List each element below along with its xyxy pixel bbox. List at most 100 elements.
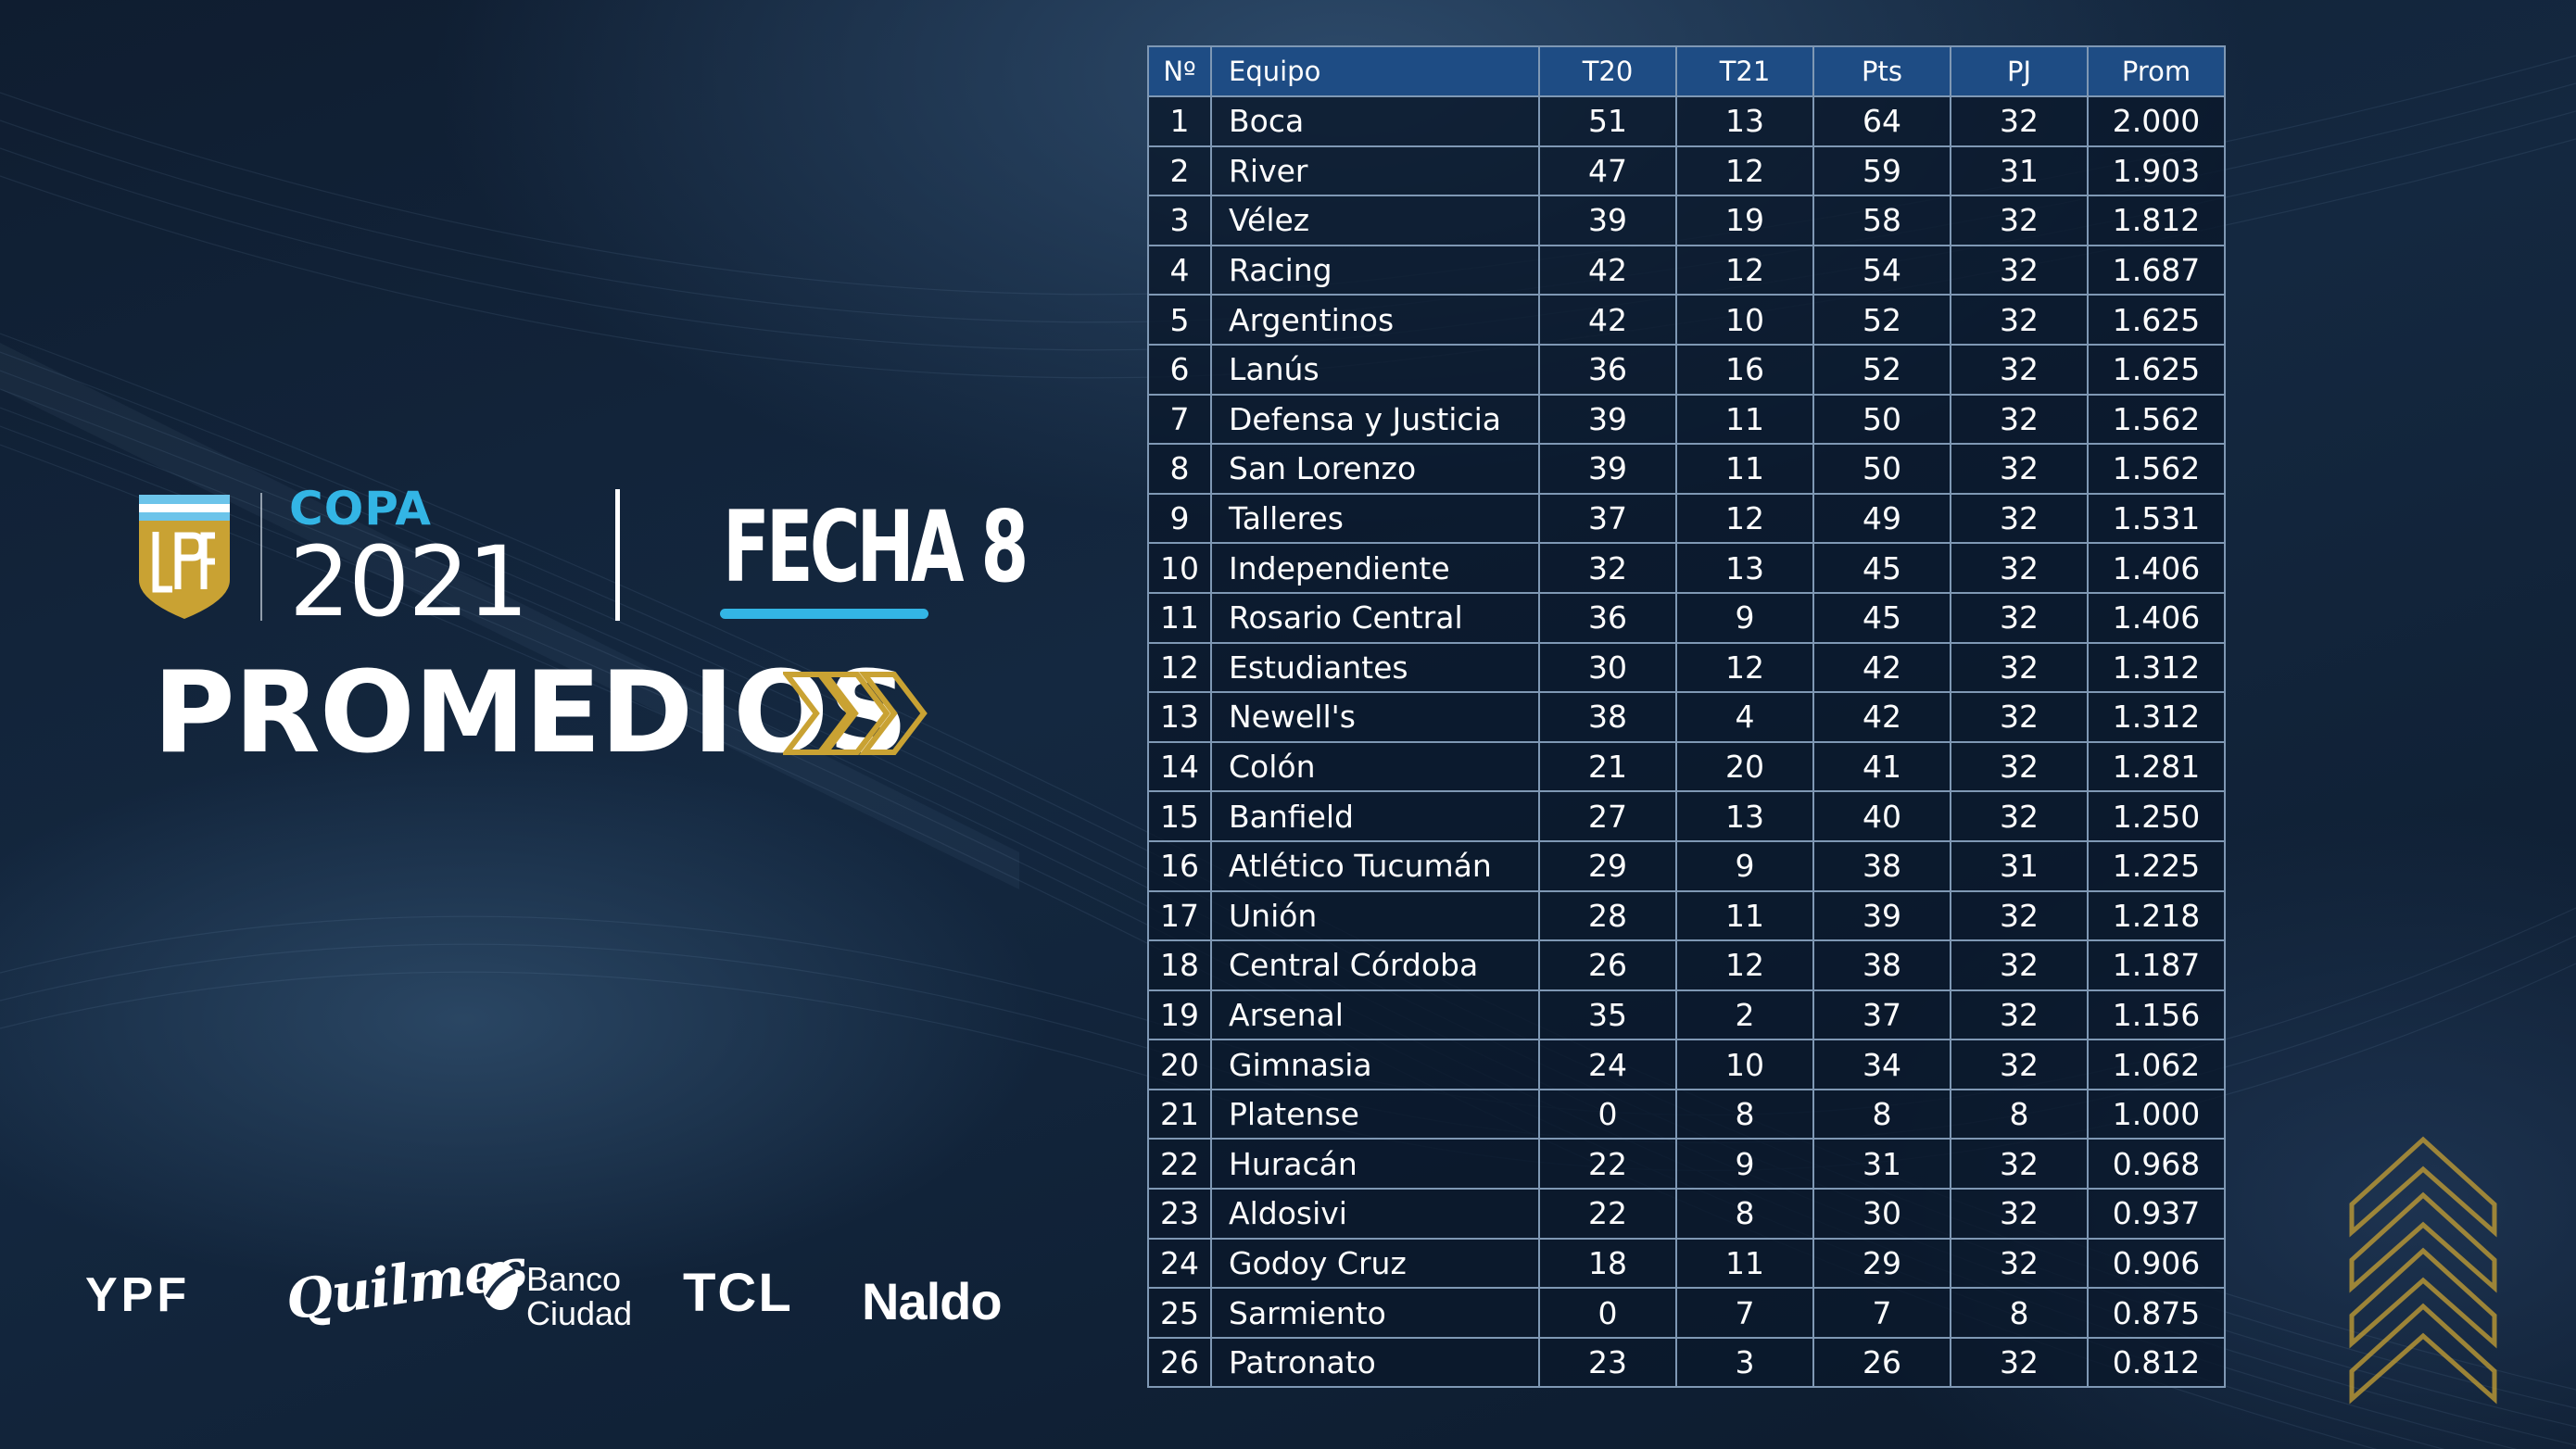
cell-pj: 32 <box>1950 1336 2089 1389</box>
cell-prom: 0.812 <box>2087 1336 2226 1389</box>
cell-pj: 32 <box>1950 195 2089 246</box>
cell-pts: 29 <box>1812 1237 1951 1290</box>
table-row: 26 Patronato 23 3 26 32 0.812 <box>1147 1336 2226 1389</box>
cell-t21: 4 <box>1675 691 1814 743</box>
table-row: 3 Vélez 39 19 58 32 1.812 <box>1147 195 2226 246</box>
cell-pos: 26 <box>1147 1336 1212 1389</box>
cell-prom: 0.906 <box>2087 1237 2226 1290</box>
cell-t20: 42 <box>1538 244 1677 296</box>
fecha-underline <box>720 609 928 619</box>
header-pts: Pts <box>1812 45 1951 97</box>
cell-pos: 9 <box>1147 492 1212 545</box>
cell-team: Arsenal <box>1210 989 1540 1041</box>
cell-pts: 40 <box>1812 790 1951 842</box>
cell-pj: 32 <box>1950 294 2089 346</box>
cell-prom: 2.000 <box>2087 95 2226 147</box>
cell-team: San Lorenzo <box>1210 443 1540 495</box>
cell-prom: 1.312 <box>2087 691 2226 743</box>
cell-pos: 16 <box>1147 839 1212 892</box>
year-label: 2021 <box>289 525 529 638</box>
cell-t20: 0 <box>1538 1088 1677 1140</box>
cell-t20: 47 <box>1538 145 1677 197</box>
cell-t21: 7 <box>1675 1287 1814 1339</box>
cell-pts: 41 <box>1812 740 1951 793</box>
cell-t20: 26 <box>1538 939 1677 991</box>
cell-prom: 1.687 <box>2087 244 2226 296</box>
cell-pos: 18 <box>1147 939 1212 991</box>
tcl-logo: TCL <box>683 1263 793 1323</box>
cell-team: River <box>1210 145 1540 197</box>
cell-prom: 1.562 <box>2087 393 2226 446</box>
stacked-chevron-up-icon <box>2349 1136 2497 1405</box>
cell-pj: 31 <box>1950 145 2089 197</box>
cell-t21: 11 <box>1675 393 1814 446</box>
cell-pts: 52 <box>1812 343 1951 396</box>
table-row: 22 Huracán 22 9 31 32 0.968 <box>1147 1138 2226 1191</box>
cell-prom: 1.562 <box>2087 443 2226 495</box>
cell-pj: 32 <box>1950 343 2089 396</box>
cell-pts: 45 <box>1812 542 1951 594</box>
table-header-row: Nº Equipo T20 T21 Pts PJ Prom <box>1147 45 2226 97</box>
table-row: 14 Colón 21 20 41 32 1.281 <box>1147 740 2226 793</box>
cell-team: Colón <box>1210 740 1540 793</box>
cell-t21: 13 <box>1675 542 1814 594</box>
cell-pos: 2 <box>1147 145 1212 197</box>
cell-team: Unión <box>1210 889 1540 942</box>
cell-t21: 8 <box>1675 1088 1814 1140</box>
cell-pts: 37 <box>1812 989 1951 1041</box>
table-row: 25 Sarmiento 0 7 7 8 0.875 <box>1147 1287 2226 1339</box>
triple-chevron-right-icon <box>783 672 928 755</box>
cell-prom: 1.625 <box>2087 343 2226 396</box>
header-t20: T20 <box>1538 45 1677 97</box>
cell-pos: 22 <box>1147 1138 1212 1191</box>
cell-team: Atlético Tucumán <box>1210 839 1540 892</box>
cell-t20: 29 <box>1538 839 1677 892</box>
cell-t20: 51 <box>1538 95 1677 147</box>
cell-prom: 1.281 <box>2087 740 2226 793</box>
cell-pos: 4 <box>1147 244 1212 296</box>
logo-separator <box>260 493 262 621</box>
cell-pj: 32 <box>1950 393 2089 446</box>
cell-pos: 25 <box>1147 1287 1212 1339</box>
cell-prom: 1.531 <box>2087 492 2226 545</box>
cell-prom: 0.875 <box>2087 1287 2226 1339</box>
cell-pos: 3 <box>1147 195 1212 246</box>
cell-pj: 8 <box>1950 1088 2089 1140</box>
cell-team: Sarmiento <box>1210 1287 1540 1339</box>
cell-pts: 45 <box>1812 591 1951 644</box>
cell-team: Independiente <box>1210 542 1540 594</box>
cell-t20: 35 <box>1538 989 1677 1041</box>
cell-pos: 8 <box>1147 443 1212 495</box>
table-row: 2 River 47 12 59 31 1.903 <box>1147 145 2226 197</box>
cell-t21: 9 <box>1675 591 1814 644</box>
cell-prom: 1.625 <box>2087 294 2226 346</box>
cell-t21: 10 <box>1675 1039 1814 1090</box>
cell-t20: 27 <box>1538 790 1677 842</box>
cell-pts: 26 <box>1812 1336 1951 1389</box>
banco-line1: Banco <box>526 1260 622 1298</box>
cell-t20: 0 <box>1538 1287 1677 1339</box>
cell-t20: 36 <box>1538 343 1677 396</box>
cell-pj: 32 <box>1950 691 2089 743</box>
table-body: 1 Boca 51 13 64 32 2.000 2 River 47 12 59 31 1.903 3 Vé… <box>1147 95 2226 1389</box>
cell-t21: 12 <box>1675 939 1814 991</box>
table-row: 23 Aldosivi 22 8 30 32 0.937 <box>1147 1188 2226 1240</box>
cell-pts: 7 <box>1812 1287 1951 1339</box>
naldo-logo: Naldo <box>862 1272 1003 1330</box>
cell-pts: 50 <box>1812 443 1951 495</box>
cell-team: Gimnasia <box>1210 1039 1540 1090</box>
table-row: 10 Independiente 32 13 45 32 1.406 <box>1147 542 2226 594</box>
cell-prom: 1.000 <box>2087 1088 2226 1140</box>
cell-pts: 52 <box>1812 294 1951 346</box>
cell-team: Defensa y Justicia <box>1210 393 1540 446</box>
lpf-logo-icon <box>139 495 230 619</box>
cell-pj: 31 <box>1950 839 2089 892</box>
cell-t21: 16 <box>1675 343 1814 396</box>
cell-t21: 12 <box>1675 145 1814 197</box>
cell-team: Racing <box>1210 244 1540 296</box>
cell-team: Aldosivi <box>1210 1188 1540 1240</box>
cell-prom: 1.406 <box>2087 542 2226 594</box>
table-row: 6 Lanús 36 16 52 32 1.625 <box>1147 343 2226 396</box>
header-divider <box>615 489 620 621</box>
cell-prom: 0.937 <box>2087 1188 2226 1240</box>
